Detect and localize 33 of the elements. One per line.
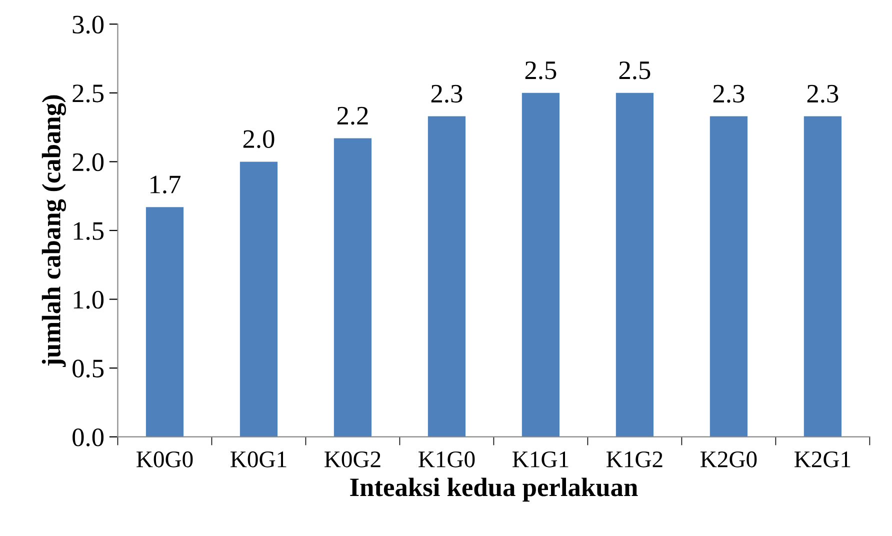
bar: [522, 92, 560, 437]
y-tick-label: 0.0: [72, 428, 104, 446]
data-label: 2.2: [337, 106, 368, 125]
data-label: 2.3: [713, 84, 744, 103]
bar: [334, 138, 372, 437]
data-label: 1.7: [150, 176, 180, 194]
y-tick-label: 2.0: [72, 153, 104, 172]
y-tick-label: 3.0: [72, 16, 104, 34]
x-tick-label: K1G1: [512, 451, 568, 468]
bar: [616, 92, 654, 437]
data-label: 2.3: [431, 84, 462, 103]
x-tick-label: K2G1: [794, 451, 850, 468]
data-label: 2.5: [619, 61, 650, 80]
x-tick-label: K0G1: [230, 451, 286, 468]
data-label: 2.0: [243, 130, 274, 148]
bar: [428, 116, 466, 437]
bar: [146, 207, 184, 437]
y-tick-label: 2.5: [72, 84, 104, 102]
bar: [804, 116, 842, 437]
x-axis-title: Inteaksi kedua perlakuan: [350, 478, 638, 502]
x-tick-label: K0G0: [136, 451, 193, 468]
data-label: 2.5: [525, 61, 556, 80]
x-tick-label: K1G2: [606, 451, 662, 468]
x-tick-label: K2G0: [700, 451, 757, 468]
bar: [240, 162, 278, 437]
x-tick-label: K0G2: [324, 451, 380, 468]
y-axis-title: jumlah cabang (cabang): [42, 95, 66, 368]
y-tick-label: 1.0: [74, 290, 104, 309]
y-tick-label: 1.5: [74, 222, 104, 240]
data-label: 2.3: [807, 84, 838, 103]
bar: [710, 116, 748, 437]
x-tick-label: K1G0: [418, 451, 475, 468]
y-tick-label: 0.5: [72, 360, 104, 378]
